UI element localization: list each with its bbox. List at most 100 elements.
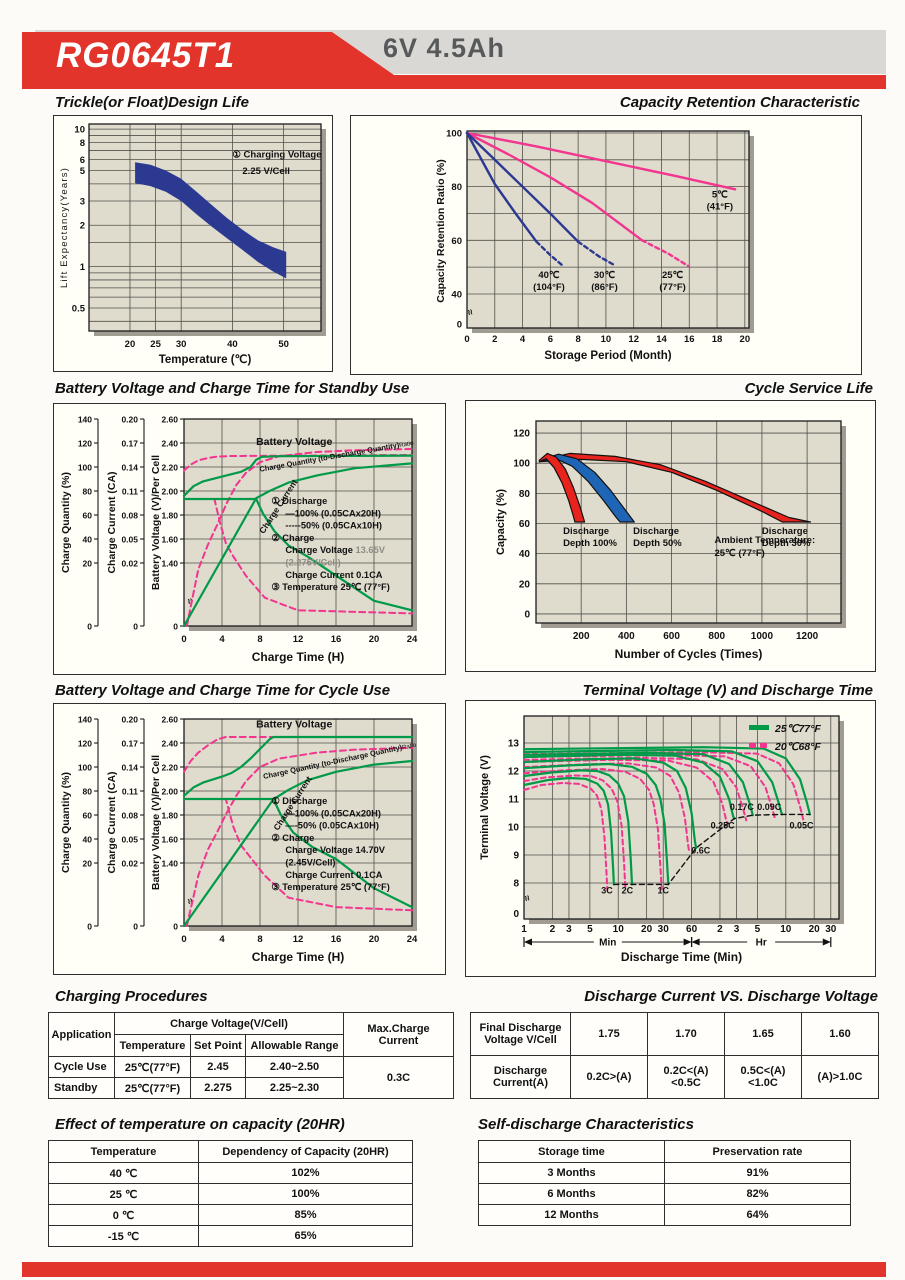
- svg-text:1: 1: [521, 924, 527, 935]
- table-cell: 65%: [198, 1225, 413, 1247]
- svg-text:1.40: 1.40: [161, 859, 178, 869]
- svg-text:3: 3: [734, 924, 740, 935]
- table-cell: 6 Months: [478, 1183, 665, 1205]
- svg-text:Min: Min: [599, 938, 616, 949]
- table-header-cell: Allowable Range: [245, 1034, 344, 1057]
- svg-text:20℃68°F: 20℃68°F: [774, 741, 821, 753]
- svg-text:9: 9: [513, 851, 519, 862]
- svg-text:Discharge: Discharge: [762, 526, 808, 537]
- svg-text:Discharge: Discharge: [633, 526, 679, 537]
- svg-text:0.05: 0.05: [121, 835, 138, 845]
- table-cell: 2.45: [190, 1056, 246, 1078]
- table-header-cell: Temperature: [48, 1140, 199, 1163]
- svg-text:10: 10: [74, 125, 85, 136]
- table-cell: 0.3C: [343, 1056, 454, 1099]
- svg-text:5℃: 5℃: [712, 189, 728, 200]
- svg-text:16: 16: [684, 334, 695, 345]
- table-cell: 64%: [664, 1204, 851, 1226]
- svg-text:1.60: 1.60: [161, 835, 178, 845]
- svg-text:20: 20: [519, 579, 531, 590]
- svg-text:24: 24: [407, 934, 418, 945]
- table-cell: 2.40~2.50: [245, 1056, 344, 1078]
- svg-text:18: 18: [712, 334, 723, 345]
- svg-text:40℃: 40℃: [538, 270, 560, 281]
- svg-text:① Discharge: ① Discharge: [271, 496, 327, 506]
- capacity-retention-panel: 0 40 60 80 100 0 2 4 6 8 10 12 14 16 18 20 Storage Perio…: [350, 115, 862, 375]
- svg-text:4: 4: [219, 634, 225, 645]
- svg-text:Discharge: Discharge: [563, 526, 609, 537]
- svg-text:20: 20: [369, 934, 380, 945]
- svg-text:Battery Voltage: Battery Voltage: [256, 718, 332, 730]
- cycle-service-life-panel: Discharge Depth 30% Discharge Depth 50% Disc…: [465, 400, 876, 672]
- svg-text:2C: 2C: [622, 886, 634, 896]
- table-cell: 0.5C<(A)<1.0C: [724, 1055, 802, 1099]
- svg-text:0: 0: [513, 909, 519, 920]
- svg-text:Charge Quantity (%): Charge Quantity (%): [60, 472, 72, 573]
- table-row: Temperature Set Point Allowable Range: [49, 1034, 454, 1057]
- svg-text:6: 6: [548, 334, 553, 345]
- chart-title-retention: Capacity Retention Characteristic: [619, 94, 860, 111]
- svg-text:0.17: 0.17: [121, 739, 138, 749]
- table-cell: 1.75: [570, 1012, 648, 1056]
- svg-text:0: 0: [181, 934, 186, 945]
- chart-title-standby-charge: Battery Voltage and Charge Time for Stan…: [55, 380, 410, 397]
- table-row: Final Discharge Voltage V/Cell 1.75 1.70…: [470, 1012, 879, 1056]
- svg-text:(86°F): (86°F): [591, 282, 618, 293]
- svg-text:3: 3: [566, 924, 572, 935]
- cycle-charge-panel: 140 120 100 80 60 40 20 0 Charge Quantity (%) 0.2…: [53, 703, 446, 975]
- table-row: -15 ℃ 65%: [48, 1225, 413, 1247]
- svg-text:0.17: 0.17: [121, 439, 138, 449]
- table-cell: 2.275: [190, 1077, 246, 1099]
- svg-text:0: 0: [173, 622, 178, 632]
- svg-text:8: 8: [575, 334, 580, 345]
- svg-text:80: 80: [83, 487, 93, 497]
- svg-text:1000: 1000: [751, 631, 774, 642]
- table-title-temp-capacity: Effect of temperature on capacity (20HR): [55, 1116, 345, 1133]
- svg-text:20: 20: [641, 924, 653, 935]
- svg-text:Capacity Retention Ratio (%): Capacity Retention Ratio (%): [435, 159, 447, 303]
- table-row: 25 ℃ 100%: [48, 1183, 413, 1205]
- svg-text:1.80: 1.80: [161, 511, 178, 521]
- footer-bar: [22, 1262, 886, 1277]
- svg-text:2: 2: [550, 924, 556, 935]
- svg-text:60: 60: [519, 519, 531, 530]
- table-cell: 40 ℃: [48, 1162, 199, 1184]
- svg-text:120: 120: [78, 739, 92, 749]
- svg-text:80: 80: [83, 787, 93, 797]
- svg-text:0.11: 0.11: [122, 487, 138, 497]
- svg-text:100: 100: [78, 463, 92, 473]
- chart-title-discharge: Terminal Voltage (V) and Discharge Time: [582, 682, 873, 699]
- svg-text:24: 24: [407, 634, 418, 645]
- svg-text:Charge Time (H): Charge Time (H): [252, 950, 344, 964]
- table-header-cell: Dependency of Capacity (20HR): [198, 1140, 413, 1163]
- svg-text:6: 6: [80, 155, 85, 166]
- svg-text:1: 1: [80, 262, 86, 273]
- table-title-self-discharge: Self-discharge Characteristics: [478, 1116, 694, 1133]
- svg-text:10: 10: [601, 334, 612, 345]
- svg-text:25℃77°F: 25℃77°F: [774, 723, 821, 735]
- svg-text:1.40: 1.40: [161, 559, 178, 569]
- svg-text:20: 20: [740, 334, 751, 345]
- table-cell: 12 Months: [478, 1204, 665, 1226]
- svg-text:40: 40: [519, 549, 531, 560]
- svg-text:10: 10: [508, 823, 520, 834]
- discharge-voltage-table: Final Discharge Voltage V/Cell 1.75 1.70…: [470, 1012, 879, 1099]
- svg-text:③ Temperature 25℃ (77°F): ③ Temperature 25℃ (77°F): [271, 582, 389, 592]
- svg-text:≈: ≈: [183, 897, 195, 906]
- svg-text:Charge Voltage 13.65V: Charge Voltage 13.65V: [285, 545, 385, 555]
- table-header-cell: Set Point: [190, 1034, 246, 1057]
- svg-text:Charge Current (CA): Charge Current (CA): [106, 471, 118, 573]
- svg-text:12: 12: [293, 634, 304, 645]
- svg-text:20: 20: [369, 634, 380, 645]
- svg-text:25℃: 25℃: [662, 270, 684, 281]
- svg-text:0.08: 0.08: [121, 511, 138, 521]
- discharge-voltage-table-wrap: Final Discharge Voltage V/Cell 1.75 1.70…: [470, 1012, 879, 1099]
- svg-text:16: 16: [331, 634, 342, 645]
- svg-text:1C: 1C: [657, 886, 669, 896]
- table-header-cell: Application: [48, 1012, 115, 1057]
- svg-text:40: 40: [227, 339, 238, 350]
- svg-text:16: 16: [331, 934, 342, 945]
- svg-text:0.6C: 0.6C: [691, 846, 711, 856]
- svg-text:Discharge Time (Min): Discharge Time (Min): [621, 950, 742, 964]
